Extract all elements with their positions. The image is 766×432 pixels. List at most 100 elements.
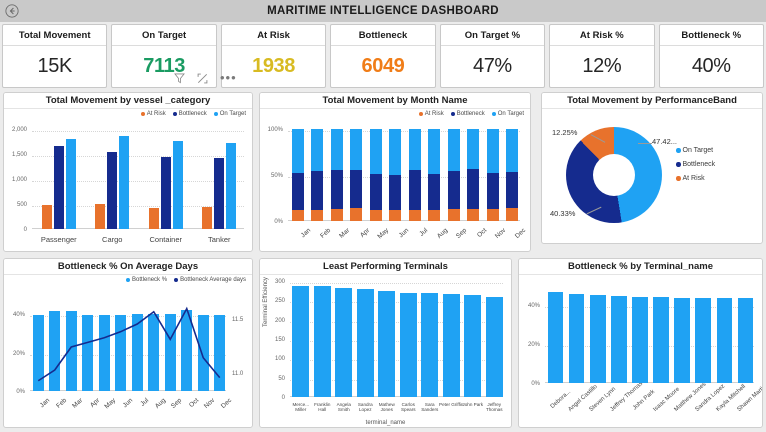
legend-entry-vessel-1[interactable]: Bottleneck <box>172 111 207 117</box>
bar-mar-bottleneck-pct[interactable] <box>65 311 77 391</box>
bar-terminal-4[interactable] <box>632 296 648 383</box>
bar-jun-on-target[interactable] <box>389 129 402 176</box>
bar-terminal-9[interactable] <box>485 296 503 397</box>
bar-passenger-bottleneck[interactable] <box>53 146 64 229</box>
filter-funnel-icon[interactable] <box>174 73 185 84</box>
bar-cargo-on-target[interactable] <box>119 136 130 229</box>
bar-may-bottleneck[interactable] <box>369 173 382 210</box>
bar-dec-bottleneck-pct[interactable] <box>214 315 226 391</box>
bar-terminal-3[interactable] <box>356 289 374 397</box>
bar-terminal-8[interactable] <box>716 297 733 383</box>
bar-feb-bottleneck[interactable] <box>311 170 324 210</box>
legend-entry-month-2[interactable]: On Target <box>491 111 524 117</box>
bar-terminal-2[interactable] <box>589 294 606 383</box>
bar-apr-at-risk[interactable] <box>350 207 363 221</box>
bar-container-at-risk[interactable] <box>148 207 159 229</box>
kpi-card-bottleneck[interactable]: Bottleneck % 40% <box>658 24 764 88</box>
legend-entry-month-0[interactable]: At Risk <box>418 111 444 117</box>
bar-sep-bottleneck-pct[interactable] <box>164 314 176 391</box>
bar-jul-bottleneck-pct[interactable] <box>131 313 143 391</box>
bar-sep-at-risk[interactable] <box>447 209 460 221</box>
bar-may-bottleneck-pct[interactable] <box>98 314 110 391</box>
bar-oct-on-target[interactable] <box>467 129 480 170</box>
bar-feb-at-risk[interactable] <box>311 209 324 221</box>
bar-terminal-8[interactable] <box>464 295 482 397</box>
bar-terminal-5[interactable] <box>399 292 417 397</box>
bar-terminal-1[interactable] <box>568 293 585 383</box>
more-options-icon[interactable]: ••• <box>220 70 237 85</box>
bar-mar-on-target[interactable] <box>330 129 343 171</box>
bar-terminal-0[interactable] <box>292 286 310 397</box>
bar-jul-at-risk[interactable] <box>408 209 421 221</box>
bar-oct-bottleneck-pct[interactable] <box>181 309 193 391</box>
bar-jan-bottleneck[interactable] <box>291 173 304 210</box>
bar-feb-on-target[interactable] <box>311 129 324 171</box>
kpi-card-on-target[interactable]: On Target % 47% <box>439 24 546 88</box>
kpi-card-at-risk[interactable]: At Risk 1938 <box>220 24 327 88</box>
bar-cargo-at-risk[interactable] <box>95 203 106 229</box>
bar-jun-at-risk[interactable] <box>389 210 402 221</box>
bar-nov-on-target[interactable] <box>486 129 499 173</box>
donut-legend-entry-2[interactable]: At Risk <box>676 175 715 182</box>
bar-nov-bottleneck[interactable] <box>486 172 499 210</box>
bar-terminal-7[interactable] <box>695 297 712 383</box>
bar-tanker-at-risk[interactable] <box>202 207 213 229</box>
bar-jun-bottleneck-pct[interactable] <box>115 315 127 391</box>
bar-apr-on-target[interactable] <box>350 129 363 171</box>
bar-mar-at-risk[interactable] <box>330 209 343 221</box>
bar-aug-on-target[interactable] <box>428 129 441 174</box>
bar-terminal-4[interactable] <box>378 291 396 397</box>
bar-apr-bottleneck[interactable] <box>350 170 363 208</box>
bar-dec-on-target[interactable] <box>506 129 519 172</box>
bar-may-at-risk[interactable] <box>369 209 382 221</box>
legend-entry-avgdays-1[interactable]: Bottleneck Average days <box>174 277 246 283</box>
bar-jul-bottleneck[interactable] <box>408 170 421 210</box>
legend-entry-vessel-2[interactable]: On Target <box>213 111 246 117</box>
bar-terminal-0[interactable] <box>547 292 564 383</box>
bar-apr-bottleneck-pct[interactable] <box>82 315 94 391</box>
bar-tanker-bottleneck[interactable] <box>214 157 225 229</box>
bar-oct-at-risk[interactable] <box>467 209 480 221</box>
kpi-card-bottleneck[interactable]: Bottleneck 6049 <box>330 24 436 88</box>
bar-container-on-target[interactable] <box>172 141 183 229</box>
legend-entry-month-1[interactable]: Bottleneck <box>450 111 485 117</box>
kpi-card-total-movement[interactable]: Total Movement 15K <box>2 24 108 88</box>
bar-nov-bottleneck-pct[interactable] <box>197 314 209 391</box>
bar-oct-bottleneck[interactable] <box>467 169 480 210</box>
donut-legend-entry-1[interactable]: Bottleneck <box>676 161 715 168</box>
bar-container-bottleneck[interactable] <box>160 156 171 229</box>
bar-mar-bottleneck[interactable] <box>330 170 343 210</box>
bar-aug-bottleneck-pct[interactable] <box>148 313 160 391</box>
bar-passenger-at-risk[interactable] <box>41 204 52 229</box>
bar-sep-on-target[interactable] <box>447 129 460 172</box>
bar-passenger-on-target[interactable] <box>65 139 76 229</box>
bar-jun-bottleneck[interactable] <box>389 175 402 211</box>
bar-may-on-target[interactable] <box>369 129 382 174</box>
bar-jul-on-target[interactable] <box>408 129 421 171</box>
bar-terminal-9[interactable] <box>737 298 754 383</box>
bar-cargo-bottleneck[interactable] <box>107 152 118 229</box>
bar-sep-bottleneck[interactable] <box>447 171 460 210</box>
donut-legend-entry-0[interactable]: On Target <box>676 147 715 154</box>
bar-terminal-6[interactable] <box>674 297 690 383</box>
bar-aug-at-risk[interactable] <box>428 209 441 221</box>
bar-terminal-3[interactable] <box>611 295 627 383</box>
bar-terminal-2[interactable] <box>335 288 353 397</box>
bar-jan-on-target[interactable] <box>291 129 304 174</box>
bar-nov-at-risk[interactable] <box>486 209 499 221</box>
bar-jan-bottleneck-pct[interactable] <box>32 315 44 391</box>
bar-tanker-on-target[interactable] <box>226 143 237 229</box>
bar-feb-bottleneck-pct[interactable] <box>49 311 61 391</box>
bar-jan-at-risk[interactable] <box>291 209 304 221</box>
donut-chart[interactable] <box>566 127 662 223</box>
back-arrow-icon[interactable] <box>3 2 21 20</box>
bar-terminal-1[interactable] <box>313 286 331 397</box>
kpi-card-at-risk[interactable]: At Risk % 12% <box>549 24 655 88</box>
kpi-card-on-target[interactable]: On Target 7113 <box>111 24 217 88</box>
legend-entry-vessel-0[interactable]: At Risk <box>140 111 166 117</box>
focus-mode-icon[interactable] <box>197 73 208 84</box>
bar-aug-bottleneck[interactable] <box>428 173 441 210</box>
bar-terminal-7[interactable] <box>442 293 460 397</box>
bar-terminal-6[interactable] <box>421 293 439 397</box>
legend-entry-avgdays-0[interactable]: Bottleneck % <box>126 277 167 283</box>
